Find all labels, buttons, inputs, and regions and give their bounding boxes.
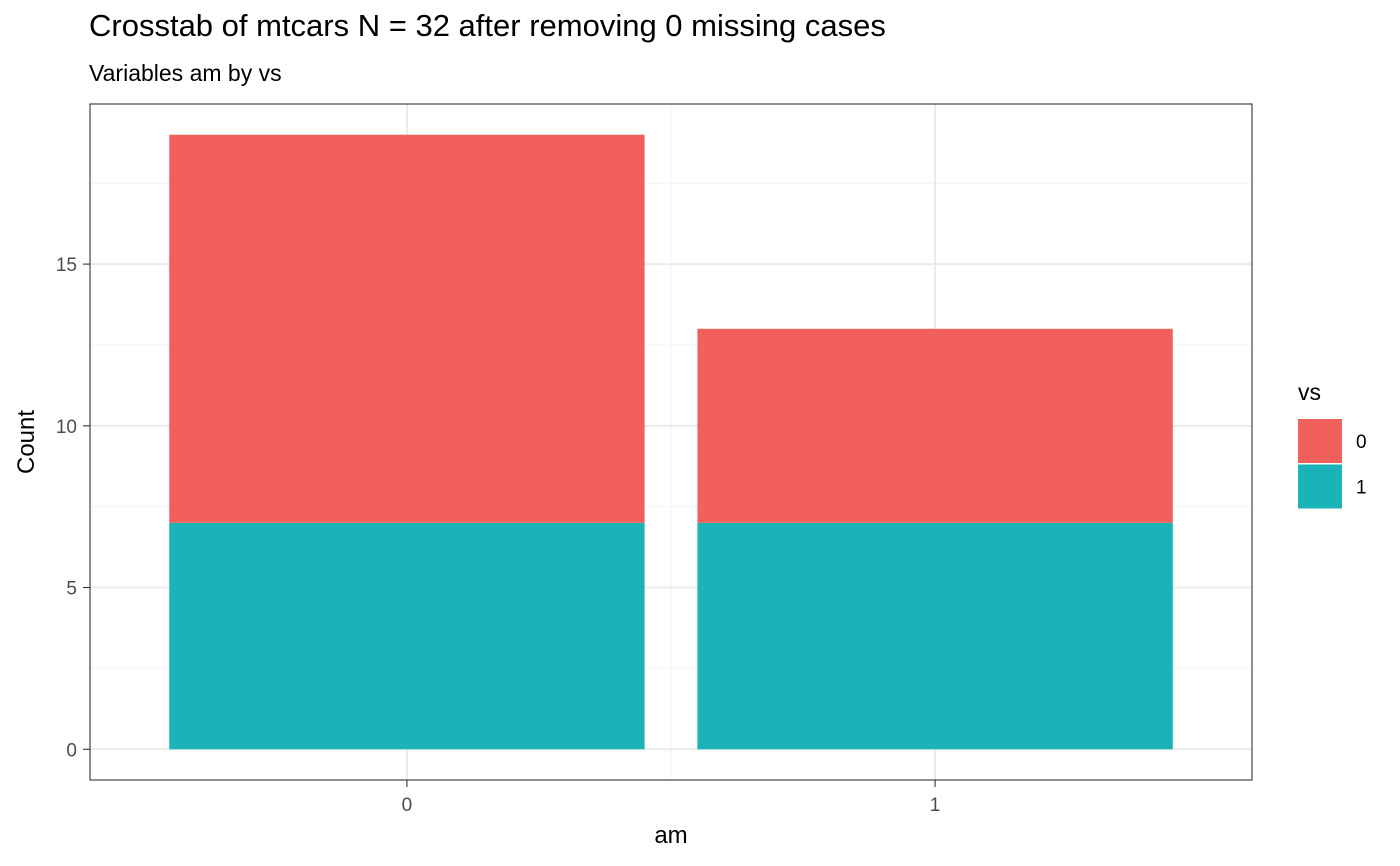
y-axis-title: Count [13,410,40,474]
legend: vs 01 [1298,379,1367,509]
bar-am-0-vs-1 [169,522,645,750]
legend-items: 01 [1298,419,1367,509]
x-tick-label: 1 [930,795,941,816]
legend-label-0: 0 [1356,432,1367,453]
legend-title: vs [1298,379,1321,405]
legend-key-0 [1298,419,1342,463]
x-axis-title: am [654,822,687,849]
bars [169,134,1173,750]
bar-am-0-vs-0 [169,134,645,523]
x-tick-label: 0 [402,795,413,816]
chart-title: Crosstab of mtcars N = 32 after removing… [89,8,886,43]
legend-label-1: 1 [1356,478,1367,499]
bar-am-1-vs-0 [697,328,1173,523]
axes: 0 5 10 15 0 1 [56,255,941,816]
y-tick-label: 10 [56,417,77,438]
chart-subtitle: Variables am by vs [89,60,282,86]
y-tick-label: 0 [66,740,77,761]
panel-border [89,103,1253,781]
bar-am-1-vs-1 [697,522,1173,750]
y-tick-label: 15 [56,255,77,276]
legend-key-1 [1298,464,1342,509]
y-tick-label: 5 [66,579,77,600]
